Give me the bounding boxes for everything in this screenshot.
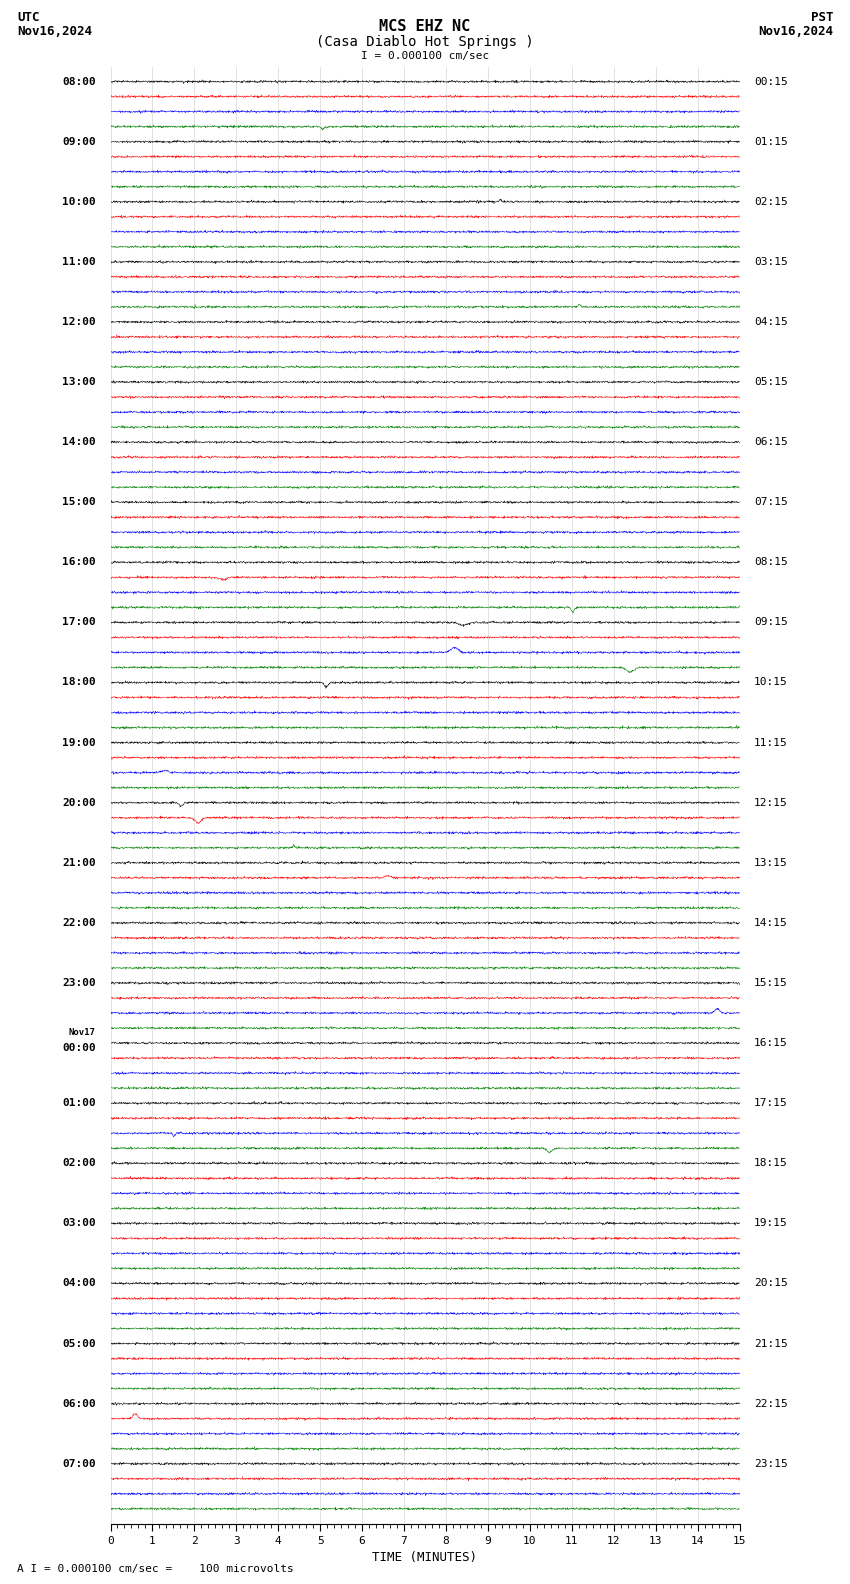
Text: 04:15: 04:15 xyxy=(754,317,788,326)
Text: Nov16,2024: Nov16,2024 xyxy=(17,25,92,38)
Text: 14:15: 14:15 xyxy=(754,917,788,928)
Text: Nov16,2024: Nov16,2024 xyxy=(758,25,833,38)
X-axis label: TIME (MINUTES): TIME (MINUTES) xyxy=(372,1551,478,1563)
Text: 09:15: 09:15 xyxy=(754,618,788,627)
Text: 12:00: 12:00 xyxy=(62,317,96,326)
Text: 01:15: 01:15 xyxy=(754,136,788,147)
Text: 22:15: 22:15 xyxy=(754,1399,788,1408)
Text: 16:00: 16:00 xyxy=(62,558,96,567)
Text: MCS EHZ NC: MCS EHZ NC xyxy=(379,19,471,33)
Text: 18:15: 18:15 xyxy=(754,1158,788,1169)
Text: 01:00: 01:00 xyxy=(62,1098,96,1109)
Text: 05:15: 05:15 xyxy=(754,377,788,386)
Text: 20:00: 20:00 xyxy=(62,798,96,808)
Text: 22:00: 22:00 xyxy=(62,917,96,928)
Text: 11:15: 11:15 xyxy=(754,738,788,748)
Text: 23:15: 23:15 xyxy=(754,1459,788,1468)
Text: 03:15: 03:15 xyxy=(754,257,788,266)
Text: 00:15: 00:15 xyxy=(754,76,788,87)
Text: 04:00: 04:00 xyxy=(62,1278,96,1288)
Text: 06:00: 06:00 xyxy=(62,1399,96,1408)
Text: 11:00: 11:00 xyxy=(62,257,96,266)
Text: 21:00: 21:00 xyxy=(62,859,96,868)
Text: 18:00: 18:00 xyxy=(62,678,96,687)
Text: 07:15: 07:15 xyxy=(754,497,788,507)
Text: 23:00: 23:00 xyxy=(62,977,96,988)
Text: 17:15: 17:15 xyxy=(754,1098,788,1109)
Text: 12:15: 12:15 xyxy=(754,798,788,808)
Text: Nov17: Nov17 xyxy=(69,1028,96,1038)
Text: A I = 0.000100 cm/sec =    100 microvolts: A I = 0.000100 cm/sec = 100 microvolts xyxy=(17,1565,294,1574)
Text: 08:15: 08:15 xyxy=(754,558,788,567)
Text: PST: PST xyxy=(811,11,833,24)
Text: 17:00: 17:00 xyxy=(62,618,96,627)
Text: 20:15: 20:15 xyxy=(754,1278,788,1288)
Text: 13:00: 13:00 xyxy=(62,377,96,386)
Text: 02:00: 02:00 xyxy=(62,1158,96,1169)
Text: 02:15: 02:15 xyxy=(754,196,788,208)
Text: 16:15: 16:15 xyxy=(754,1038,788,1049)
Text: 13:15: 13:15 xyxy=(754,859,788,868)
Text: UTC: UTC xyxy=(17,11,39,24)
Text: 15:15: 15:15 xyxy=(754,977,788,988)
Text: 03:00: 03:00 xyxy=(62,1218,96,1228)
Text: 00:00: 00:00 xyxy=(62,1042,96,1052)
Text: 21:15: 21:15 xyxy=(754,1338,788,1348)
Text: 19:00: 19:00 xyxy=(62,738,96,748)
Text: (Casa Diablo Hot Springs ): (Casa Diablo Hot Springs ) xyxy=(316,35,534,49)
Text: 06:15: 06:15 xyxy=(754,437,788,447)
Text: 10:00: 10:00 xyxy=(62,196,96,208)
Text: 07:00: 07:00 xyxy=(62,1459,96,1468)
Text: I = 0.000100 cm/sec: I = 0.000100 cm/sec xyxy=(361,51,489,60)
Text: 05:00: 05:00 xyxy=(62,1338,96,1348)
Text: 14:00: 14:00 xyxy=(62,437,96,447)
Text: 08:00: 08:00 xyxy=(62,76,96,87)
Text: 10:15: 10:15 xyxy=(754,678,788,687)
Text: 19:15: 19:15 xyxy=(754,1218,788,1228)
Text: 15:00: 15:00 xyxy=(62,497,96,507)
Text: 09:00: 09:00 xyxy=(62,136,96,147)
